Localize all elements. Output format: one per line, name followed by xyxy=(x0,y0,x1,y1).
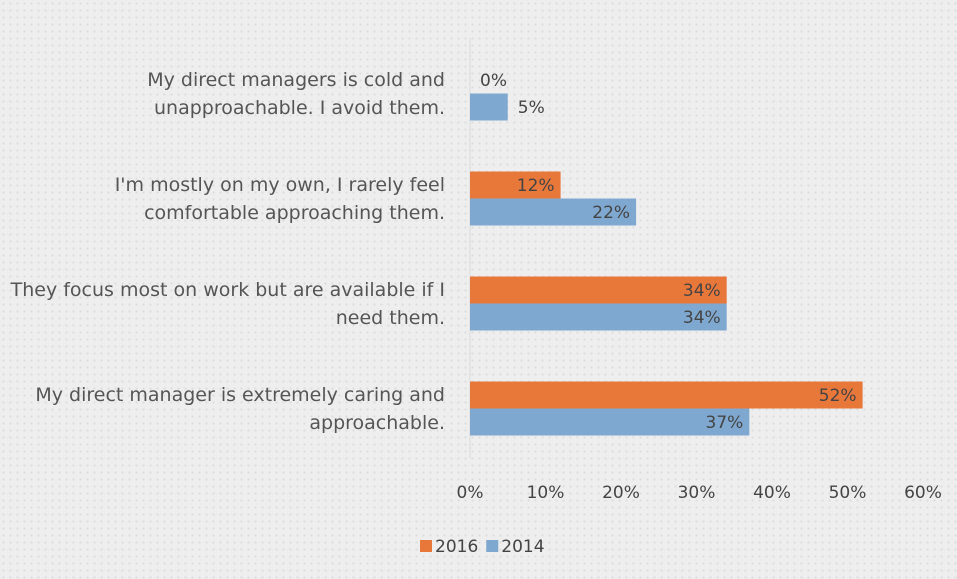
x-tick-label: 60% xyxy=(904,483,942,503)
legend-swatch xyxy=(420,540,432,552)
category-label: My direct managers is cold and unapproac… xyxy=(147,68,445,119)
x-tick-label: 0% xyxy=(457,483,484,503)
x-tick-label: 40% xyxy=(753,483,791,503)
bar xyxy=(470,303,727,331)
bar xyxy=(470,276,727,304)
data-label: 37% xyxy=(706,413,744,433)
bar xyxy=(470,93,508,121)
legend-label: 2016 xyxy=(435,537,478,557)
bar xyxy=(470,171,561,199)
data-label: 34% xyxy=(683,308,721,328)
data-label: 34% xyxy=(683,281,721,301)
data-label: 0% xyxy=(480,71,507,91)
x-tick-label: 10% xyxy=(527,483,565,503)
data-label: 5% xyxy=(518,98,545,118)
data-label: 22% xyxy=(592,203,630,223)
legend-label: 2014 xyxy=(501,537,544,557)
data-label: 52% xyxy=(819,386,857,406)
category-label: I'm mostly on my own, I rarely feel comf… xyxy=(114,173,445,224)
legend-swatch xyxy=(486,540,499,552)
data-label: 12% xyxy=(517,176,555,196)
category-label: My direct manager is extremely caring an… xyxy=(35,383,445,434)
category-label: They focus most on work but are availabl… xyxy=(10,278,445,329)
bar xyxy=(470,198,637,226)
x-tick-label: 20% xyxy=(602,483,640,503)
x-tick-label: 30% xyxy=(678,483,716,503)
bar xyxy=(470,408,750,436)
bar xyxy=(470,381,863,409)
x-tick-label: 50% xyxy=(829,483,867,503)
